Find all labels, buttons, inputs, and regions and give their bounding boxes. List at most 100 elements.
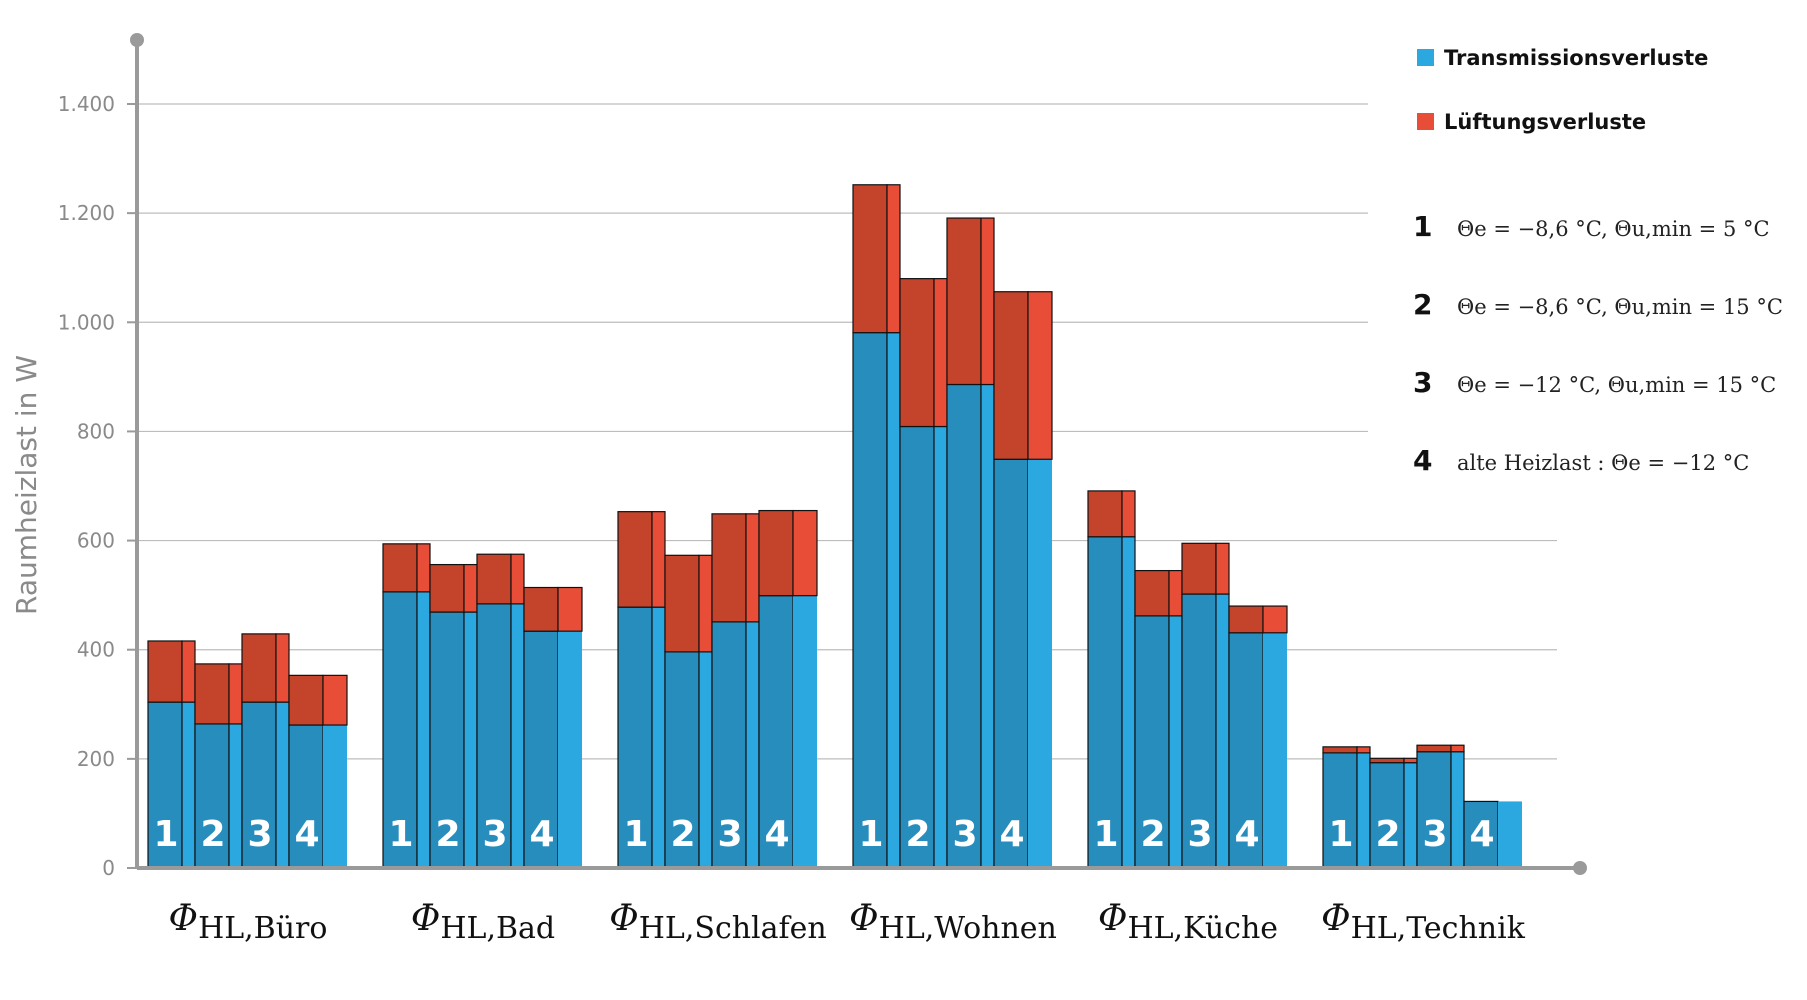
category-label: ΦHL,Bad xyxy=(411,898,555,946)
bar-transmission-side xyxy=(275,701,290,869)
bar-number-label: 3 xyxy=(717,814,742,855)
category-label: ΦHL,Technik xyxy=(1321,898,1526,946)
bar-number-label: 2 xyxy=(905,814,930,855)
bar-lueftung-main xyxy=(1181,542,1217,595)
bar-transmission-main xyxy=(711,621,747,869)
y-tick-label: 0 xyxy=(102,856,115,880)
y-axis-end-dot xyxy=(130,33,144,47)
bar-transmission-side xyxy=(651,606,666,869)
bar-lueftung-main xyxy=(1416,744,1452,753)
bar-transmission-side xyxy=(1028,459,1052,868)
category-label: ΦHL,Küche xyxy=(1098,898,1278,946)
bar-transmission-side xyxy=(1403,762,1418,869)
bar-transmission-side xyxy=(1263,632,1287,868)
bar-number-label: 3 xyxy=(247,814,272,855)
bar-number-label: 3 xyxy=(1187,814,1212,855)
bar-number-label: 3 xyxy=(952,814,977,855)
bar-lueftung-side xyxy=(510,553,525,605)
y-tick-label: 1.200 xyxy=(58,201,115,225)
scenario-description: Θe = −8,6 °C, Θu,min = 5 °C xyxy=(1457,217,1770,241)
bar-lueftung-main xyxy=(711,513,747,623)
bar-lueftung-main xyxy=(1087,490,1123,538)
bar-lueftung-side xyxy=(181,640,196,703)
scenario-description: Θe = −12 °C, Θu,min = 15 °C xyxy=(1457,373,1776,397)
bar-lueftung-side xyxy=(228,663,243,725)
bar-transmission-main xyxy=(617,606,653,869)
scenario-number: 4 xyxy=(1413,444,1432,477)
bar-lueftung-side xyxy=(886,184,901,334)
bar-6-3: 3 xyxy=(1416,744,1465,869)
bar-transmission-side xyxy=(228,723,243,869)
bar-5-3: 3 xyxy=(1181,542,1230,869)
bar-transmission-side xyxy=(181,701,196,869)
bar-lueftung-side xyxy=(1168,569,1183,617)
y-axis-label: Raumheizlast in W xyxy=(10,355,43,615)
bar-lueftung-side xyxy=(463,563,478,613)
bar-number-label: 4 xyxy=(764,814,789,855)
bar-lueftung-main xyxy=(288,674,324,726)
y-tick-label: 400 xyxy=(77,638,115,662)
bar-transmission-side xyxy=(1450,751,1465,869)
bar-transmission-side xyxy=(745,621,760,869)
scenario-description: Θe = −8,6 °C, Θu,min = 15 °C xyxy=(1457,295,1783,319)
bar-lueftung-main xyxy=(1228,605,1264,634)
legend-swatch xyxy=(1417,113,1434,130)
bar-number-label: 2 xyxy=(1375,814,1400,855)
bar-lueftung-main xyxy=(1322,746,1358,754)
y-tick-label: 1.000 xyxy=(58,310,115,334)
bar-3-1: 1 xyxy=(617,511,666,869)
bar-6-1: 1 xyxy=(1322,746,1371,869)
bar-transmission-main xyxy=(758,595,794,869)
x-axis-end-dot xyxy=(1573,861,1587,875)
bar-number-label: 2 xyxy=(435,814,460,855)
bar-5-4: 4 xyxy=(1228,605,1288,869)
bar-lueftung-main xyxy=(241,633,277,703)
bar-lueftung-side xyxy=(651,511,666,608)
bar-lueftung-main xyxy=(523,586,559,632)
y-tick-label: 1.400 xyxy=(58,92,115,116)
bar-3-2: 2 xyxy=(664,554,713,869)
bar-transmission-main xyxy=(147,701,183,869)
bar-transmission-main xyxy=(1463,800,1499,869)
bar-lueftung-main xyxy=(758,509,794,597)
bar-1-4: 4 xyxy=(288,674,348,869)
bar-6-2: 2 xyxy=(1369,757,1418,869)
bar-transmission-side xyxy=(1215,593,1230,869)
bar-transmission-main xyxy=(852,332,888,869)
y-tick-label: 800 xyxy=(77,419,115,443)
bar-transmission-main xyxy=(1181,593,1217,869)
bar-transmission-side xyxy=(1356,752,1371,869)
bar-lueftung-main xyxy=(476,553,512,605)
bar-transmission-main xyxy=(993,458,1029,869)
scenario-number: 1 xyxy=(1413,210,1432,243)
bar-transmission-side xyxy=(1498,801,1522,868)
bar-lueftung-side xyxy=(557,586,583,632)
y-tick-label: 200 xyxy=(77,747,115,771)
bar-4-3: 3 xyxy=(946,217,995,869)
category-label: ΦHL,Büro xyxy=(169,898,328,946)
bar-transmission-main xyxy=(899,425,935,869)
bar-transmission-main xyxy=(523,630,559,869)
bar-transmission-side xyxy=(886,332,901,869)
bar-lueftung-main xyxy=(429,563,465,613)
bar-3-4: 4 xyxy=(758,509,818,869)
bar-transmission-main xyxy=(1087,536,1123,869)
bar-2-1: 1 xyxy=(382,543,431,869)
bar-lueftung-side xyxy=(698,554,713,653)
bar-lueftung-side xyxy=(1356,746,1371,754)
bar-2-4: 4 xyxy=(523,586,583,869)
bar-transmission-main xyxy=(1416,751,1452,869)
bar-transmission-side xyxy=(793,595,817,868)
bar-lueftung-side xyxy=(1262,605,1288,634)
bar-transmission-side xyxy=(1168,615,1183,869)
bar-4-2: 2 xyxy=(899,278,948,869)
bar-lueftung-side xyxy=(745,513,760,623)
bar-number-label: 2 xyxy=(1140,814,1165,855)
bar-number-label: 4 xyxy=(529,814,554,855)
scenario-description: alte Heizlast : Θe = −12 °C xyxy=(1457,451,1749,475)
bar-lueftung-side xyxy=(1121,490,1136,538)
bar-transmission-side xyxy=(416,591,431,869)
bar-number-label: 4 xyxy=(294,814,319,855)
bar-transmission-main xyxy=(1322,752,1358,869)
